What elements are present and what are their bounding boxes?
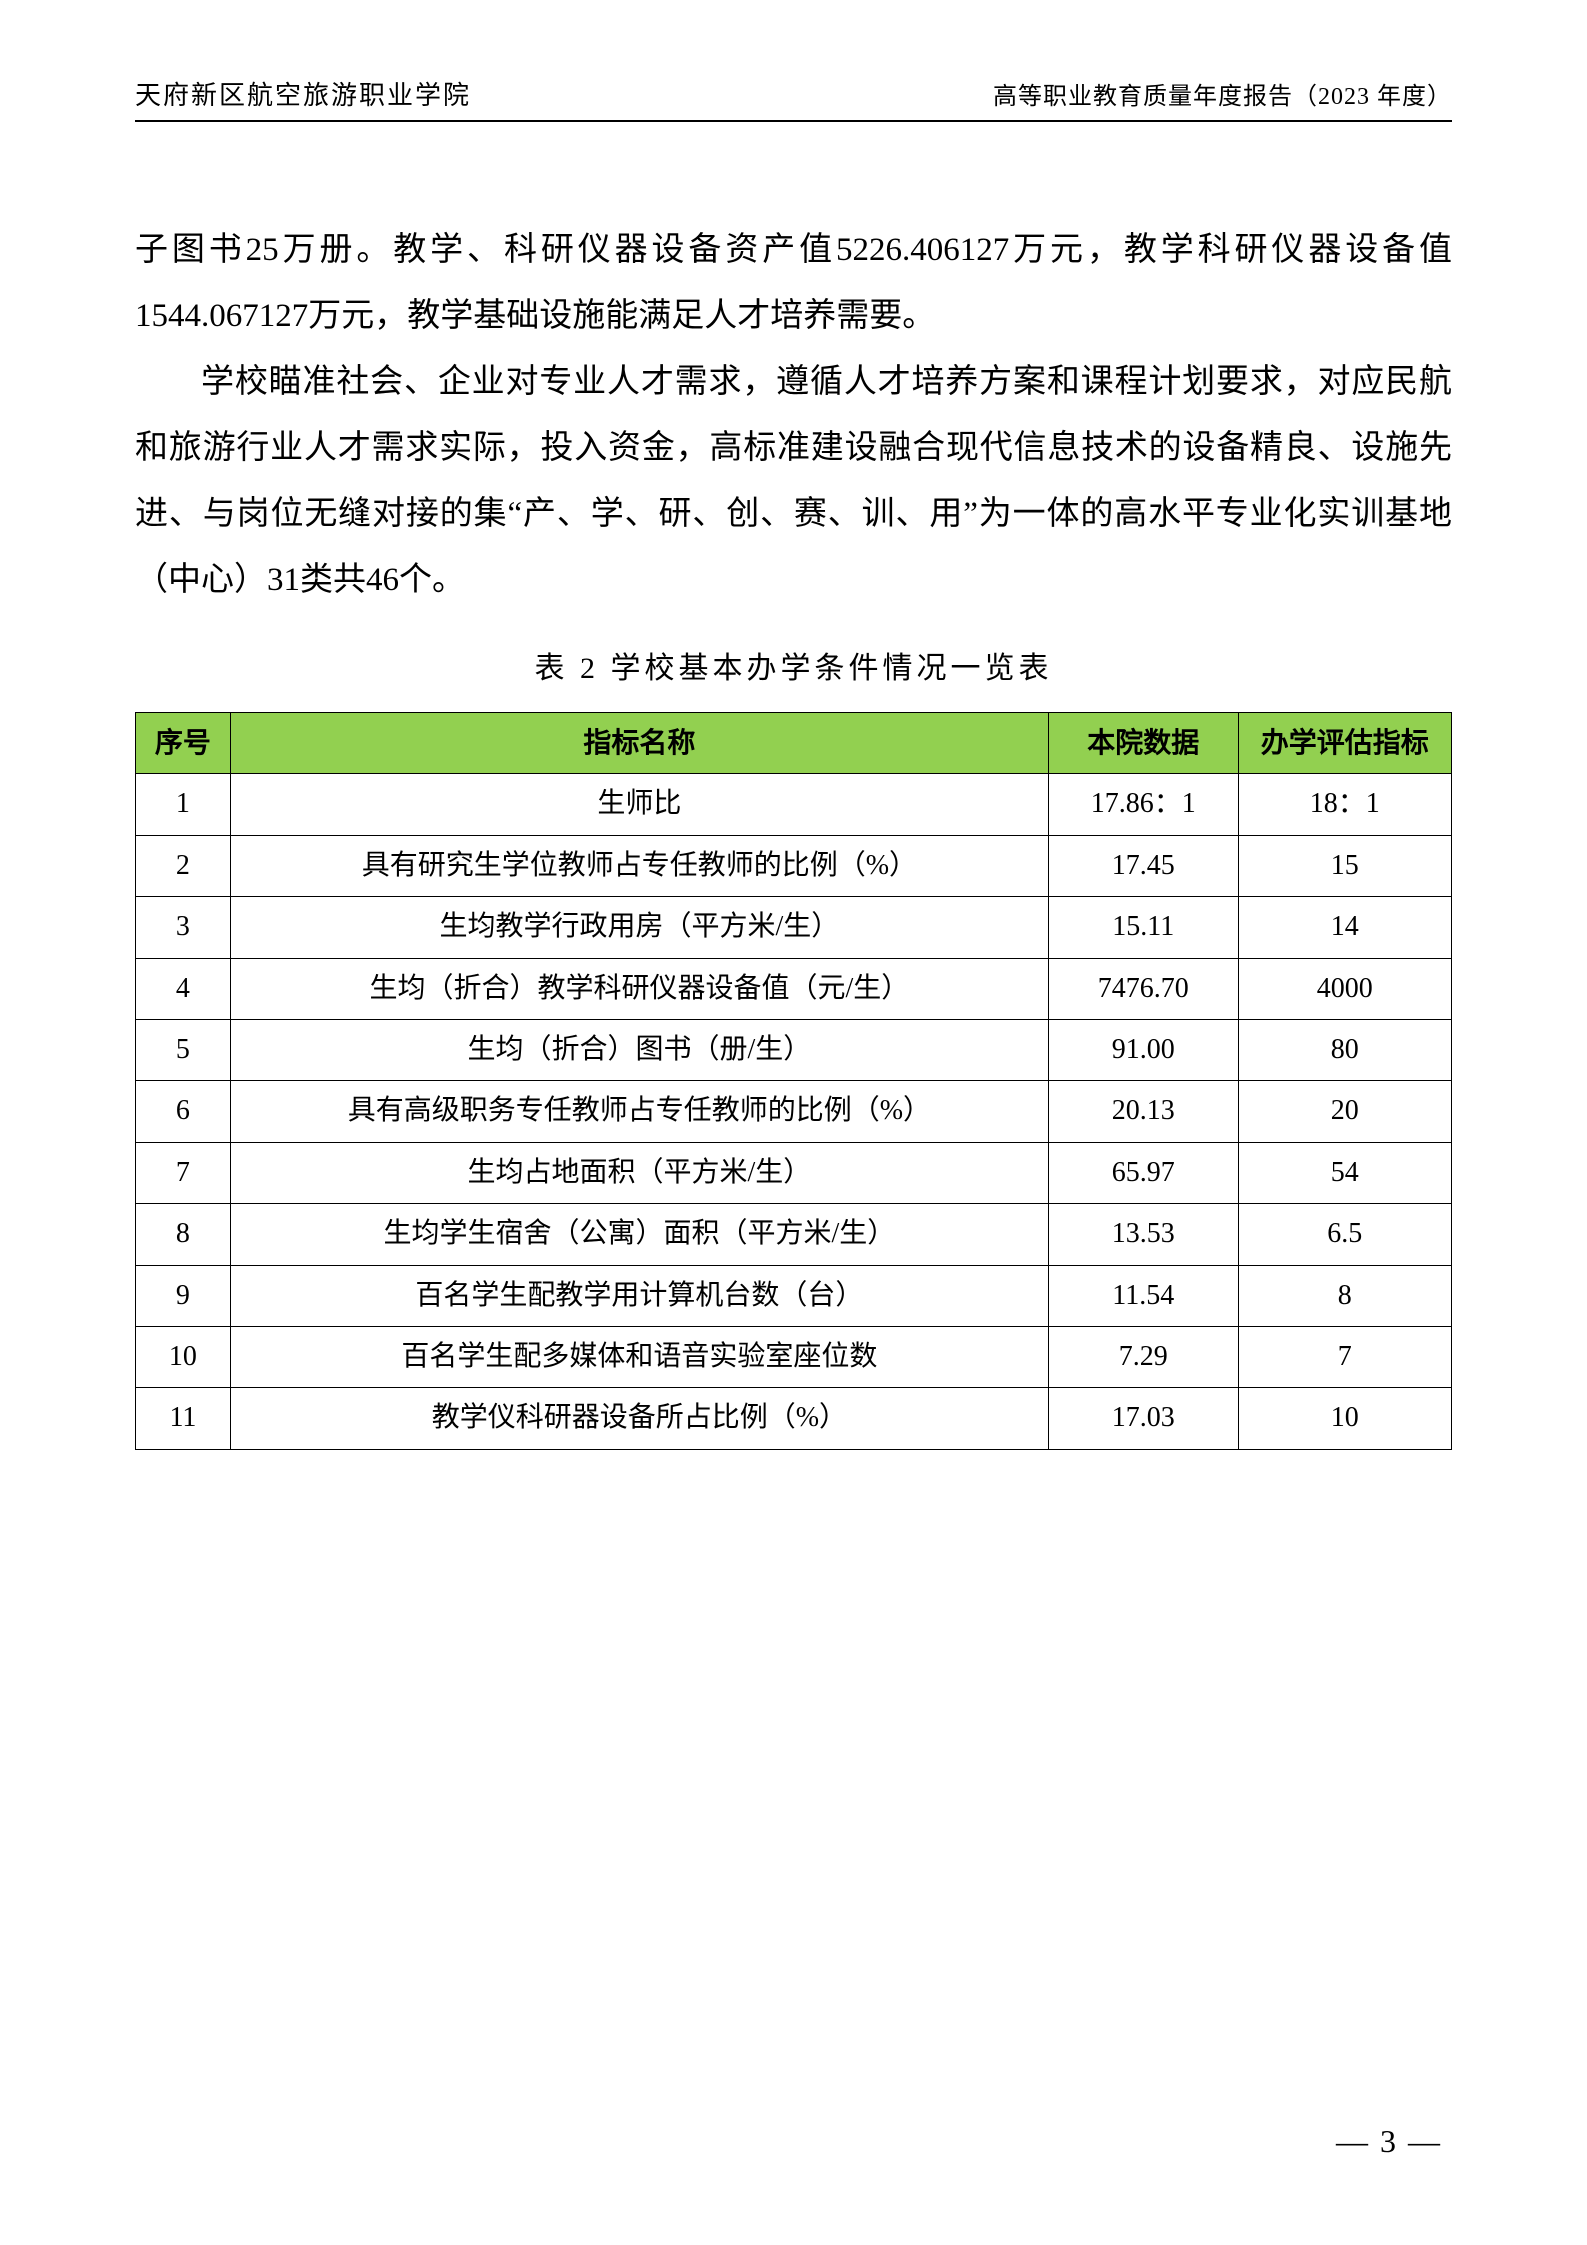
table-row: 3 生均教学行政用房（平方米/生） 15.11 14 — [136, 897, 1452, 958]
cell-name: 生均教学行政用房（平方米/生） — [230, 897, 1048, 958]
col-header-data: 本院数据 — [1048, 713, 1238, 774]
col-header-std: 办学评估指标 — [1238, 713, 1451, 774]
cell-data: 7476.70 — [1048, 958, 1238, 1019]
cell-std: 14 — [1238, 897, 1451, 958]
cell-data: 11.54 — [1048, 1265, 1238, 1326]
cell-data: 17.45 — [1048, 835, 1238, 896]
page-number: — 3 — — [1336, 2123, 1442, 2160]
table-row: 9 百名学生配教学用计算机台数（台） 11.54 8 — [136, 1265, 1452, 1326]
table-row: 4 生均（折合）教学科研仪器设备值（元/生） 7476.70 4000 — [136, 958, 1452, 1019]
table-header-row: 序号 指标名称 本院数据 办学评估指标 — [136, 713, 1452, 774]
cell-seq: 1 — [136, 774, 231, 835]
conditions-table: 序号 指标名称 本院数据 办学评估指标 1 生师比 17.86：1 18：1 2… — [135, 712, 1452, 1450]
cell-seq: 5 — [136, 1019, 231, 1080]
cell-name: 生均占地面积（平方米/生） — [230, 1142, 1048, 1203]
table-row: 11 教学仪科研器设备所占比例（%） 17.03 10 — [136, 1388, 1452, 1449]
col-header-name: 指标名称 — [230, 713, 1048, 774]
document-page: 天府新区航空旅游职业学院 高等职业教育质量年度报告（2023 年度） 子图书25… — [0, 0, 1587, 2245]
table-row: 6 具有高级职务专任教师占专任教师的比例（%） 20.13 20 — [136, 1081, 1452, 1142]
table-row: 2 具有研究生学位教师占专任教师的比例（%） 17.45 15 — [136, 835, 1452, 896]
cell-data: 17.86：1 — [1048, 774, 1238, 835]
col-header-seq: 序号 — [136, 713, 231, 774]
cell-name: 教学仪科研器设备所占比例（%） — [230, 1388, 1048, 1449]
paragraph-1: 子图书25万册。教学、科研仪器设备资产值5226.406127万元，教学科研仪器… — [135, 217, 1452, 349]
cell-data: 65.97 — [1048, 1142, 1238, 1203]
table-row: 8 生均学生宿舍（公寓）面积（平方米/生） 13.53 6.5 — [136, 1204, 1452, 1265]
cell-data: 15.11 — [1048, 897, 1238, 958]
cell-data: 91.00 — [1048, 1019, 1238, 1080]
cell-name: 百名学生配教学用计算机台数（台） — [230, 1265, 1048, 1326]
cell-name: 生均（折合）图书（册/生） — [230, 1019, 1048, 1080]
cell-data: 13.53 — [1048, 1204, 1238, 1265]
cell-std: 4000 — [1238, 958, 1451, 1019]
cell-seq: 11 — [136, 1388, 231, 1449]
cell-data: 7.29 — [1048, 1326, 1238, 1387]
paragraph-2: 学校瞄准社会、企业对专业人才需求，遵循人才培养方案和课程计划要求，对应民航和旅游… — [135, 349, 1452, 613]
cell-std: 8 — [1238, 1265, 1451, 1326]
table-row: 5 生均（折合）图书（册/生） 91.00 80 — [136, 1019, 1452, 1080]
cell-seq: 6 — [136, 1081, 231, 1142]
cell-seq: 8 — [136, 1204, 231, 1265]
cell-std: 18：1 — [1238, 774, 1451, 835]
cell-seq: 9 — [136, 1265, 231, 1326]
page-header: 天府新区航空旅游职业学院 高等职业教育质量年度报告（2023 年度） — [135, 75, 1452, 122]
cell-std: 6.5 — [1238, 1204, 1451, 1265]
header-institution: 天府新区航空旅游职业学院 — [135, 75, 471, 112]
table-caption: 表 2 学校基本办学条件情况一览表 — [135, 643, 1452, 687]
cell-seq: 7 — [136, 1142, 231, 1203]
cell-seq: 3 — [136, 897, 231, 958]
table-row: 1 生师比 17.86：1 18：1 — [136, 774, 1452, 835]
table-row: 10 百名学生配多媒体和语音实验室座位数 7.29 7 — [136, 1326, 1452, 1387]
cell-name: 生师比 — [230, 774, 1048, 835]
cell-std: 20 — [1238, 1081, 1451, 1142]
cell-seq: 10 — [136, 1326, 231, 1387]
header-report-title: 高等职业教育质量年度报告（2023 年度） — [993, 76, 1452, 111]
cell-seq: 4 — [136, 958, 231, 1019]
cell-std: 80 — [1238, 1019, 1451, 1080]
cell-std: 10 — [1238, 1388, 1451, 1449]
cell-name: 具有高级职务专任教师占专任教师的比例（%） — [230, 1081, 1048, 1142]
cell-name: 生均学生宿舍（公寓）面积（平方米/生） — [230, 1204, 1048, 1265]
cell-std: 15 — [1238, 835, 1451, 896]
cell-seq: 2 — [136, 835, 231, 896]
table-row: 7 生均占地面积（平方米/生） 65.97 54 — [136, 1142, 1452, 1203]
cell-name: 生均（折合）教学科研仪器设备值（元/生） — [230, 958, 1048, 1019]
table-body: 1 生师比 17.86：1 18：1 2 具有研究生学位教师占专任教师的比例（%… — [136, 774, 1452, 1449]
cell-std: 7 — [1238, 1326, 1451, 1387]
cell-data: 20.13 — [1048, 1081, 1238, 1142]
cell-std: 54 — [1238, 1142, 1451, 1203]
cell-name: 具有研究生学位教师占专任教师的比例（%） — [230, 835, 1048, 896]
cell-name: 百名学生配多媒体和语音实验室座位数 — [230, 1326, 1048, 1387]
cell-data: 17.03 — [1048, 1388, 1238, 1449]
